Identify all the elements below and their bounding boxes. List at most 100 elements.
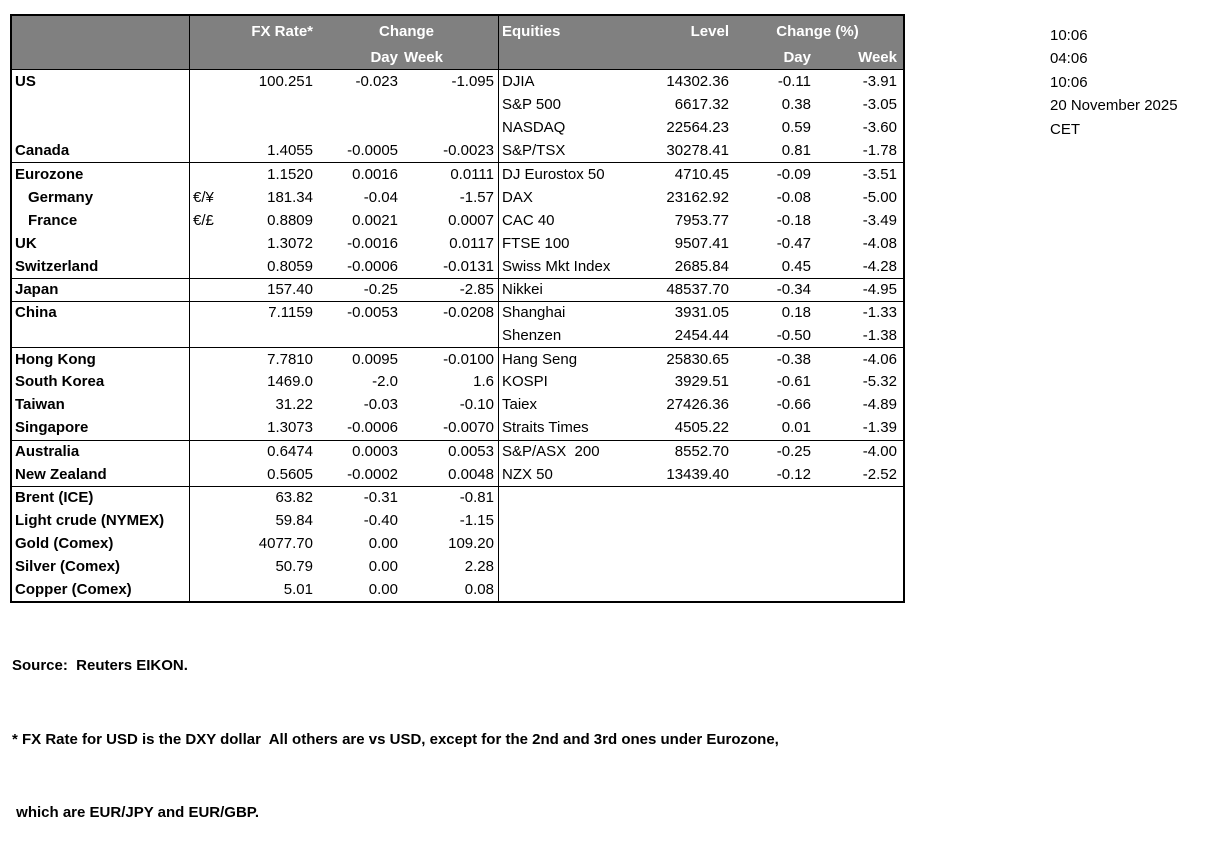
equity-day-change: -0.50 <box>776 327 811 345</box>
equity-week-change: -4.95 <box>817 277 903 301</box>
equity-name <box>499 509 644 532</box>
fx-pair-label <box>190 347 230 370</box>
fx-rate-value <box>230 116 319 139</box>
fx-rate-value: 1.3073 <box>267 419 313 437</box>
commodity-day-change: -0.31 <box>319 485 404 509</box>
equity-name: DAX <box>502 188 533 206</box>
fx-country-label: Taiwan <box>12 393 190 417</box>
equity-level: 27426.36 <box>666 396 729 414</box>
commodity-day-change: -0.40 <box>363 511 398 529</box>
equity-day-change: 0.81 <box>781 142 811 160</box>
equity-week-change: -1.33 <box>817 300 903 324</box>
fx-country-label: Singapore <box>12 416 190 440</box>
commodity-label: Copper (Comex) <box>12 578 190 602</box>
equity-name: DJIA <box>502 73 535 91</box>
equity-day-change: -0.11 <box>777 73 811 91</box>
equity-name: Swiss Mkt Index <box>502 257 611 275</box>
equity-level <box>644 555 732 578</box>
equity-day-change: 0.01 <box>781 419 811 437</box>
fx-rate-value: 181.34 <box>267 188 313 206</box>
fx-country-label <box>12 116 190 140</box>
fx-pair-label <box>190 232 230 255</box>
equity-level: 2685.84 <box>674 257 729 275</box>
fx-pair-label <box>190 463 230 486</box>
equity-level: 9507.41 <box>674 234 729 252</box>
equity-level: 2454.44 <box>674 327 729 345</box>
equity-week-change: -3.91 <box>862 73 897 91</box>
header-spacer <box>644 46 732 70</box>
equity-day-change: -0.18 <box>776 211 811 229</box>
fx-country-label: New Zealand <box>12 462 190 486</box>
equity-week-change: -4.28 <box>862 257 897 275</box>
fx-day-change: -0.0002 <box>347 465 398 483</box>
equity-day-change <box>732 485 817 509</box>
equity-week-change: -3.05 <box>862 96 897 114</box>
fx-day-change: -2.0 <box>372 373 398 391</box>
equity-week-change: -5.00 <box>862 188 897 206</box>
equity-level <box>644 532 732 555</box>
equity-name: FTSE 100 <box>502 234 570 252</box>
fx-rate-value: 0.8059 <box>267 257 313 275</box>
fx-footnote-line1: * FX Rate for USD is the DXY dollar All … <box>12 730 779 748</box>
fx-week-change: 0.0053 <box>404 439 499 463</box>
fx-country-label: Australia <box>12 439 190 463</box>
fx-day-change: -0.0005 <box>347 142 398 160</box>
time-value: 10:06 <box>1050 27 1088 44</box>
fx-country-label: France <box>12 208 190 232</box>
fx-week-change: -1.57 <box>404 185 499 209</box>
fx-rate-value <box>230 324 319 347</box>
commodity-day-change: 0.00 <box>368 558 398 576</box>
time-value: 10:06 <box>1050 73 1088 91</box>
fx-day-change: -0.0016 <box>347 234 398 252</box>
fx-week-change: -2.85 <box>404 277 499 301</box>
equity-week-change: -2.52 <box>862 465 897 483</box>
header-fx-rate: FX Rate* <box>230 16 319 46</box>
equity-name <box>499 485 644 509</box>
header-fx-week: Week <box>404 46 499 70</box>
equity-day-change: -0.34 <box>732 277 817 301</box>
fx-pair-label <box>190 277 230 301</box>
equity-week-change: -3.60 <box>862 119 897 137</box>
equity-level: 3931.05 <box>644 300 732 324</box>
fx-country-label: US <box>12 70 190 94</box>
footer-notes: Source: Reuters EIKON. * FX Rate for USD… <box>12 605 779 850</box>
fx-rate-value: 0.5605 <box>267 465 313 483</box>
commodity-label: Light crude (NYMEX) <box>12 508 190 532</box>
equity-week-change <box>817 532 903 555</box>
equity-level: 4505.22 <box>674 419 729 437</box>
source-note: Source: Reuters EIKON. <box>12 657 188 674</box>
equity-day-change: -0.61 <box>776 373 811 391</box>
equity-name: Taiex <box>502 396 538 414</box>
fx-pair-label <box>190 300 230 324</box>
fx-day-change: 0.0095 <box>319 347 404 370</box>
equity-level: 4710.45 <box>644 162 732 185</box>
equity-level: 30278.41 <box>666 142 729 160</box>
equity-day-change <box>732 578 817 601</box>
header-spacer <box>230 46 319 70</box>
equity-week-change: -1.39 <box>862 419 897 437</box>
fx-day-change: 0.0016 <box>319 162 404 185</box>
commodity-week-change: 0.08 <box>404 578 499 602</box>
fx-day-change: 0.0021 <box>352 211 398 229</box>
fx-pair-label <box>190 393 230 416</box>
header-spacer <box>12 46 190 70</box>
equity-week-change: -4.08 <box>862 234 897 252</box>
header-equities: Equities <box>499 16 644 46</box>
fx-pair-label <box>190 116 230 139</box>
fx-pair-label <box>190 509 230 532</box>
commodity-label: Gold (Comex) <box>12 531 190 555</box>
commodity-week-change: 109.20 <box>404 531 499 555</box>
equity-name: Straits Times <box>502 419 589 437</box>
timezone-label: CET <box>1050 120 1080 138</box>
commodity-price: 59.84 <box>275 511 313 529</box>
commodity-price: 4077.70 <box>258 534 313 552</box>
header-spacer <box>190 46 230 70</box>
timestamp-block: 10:06 04:06 10:06 20 November 2025 CET <box>1050 24 1178 141</box>
equity-name: KOSPI <box>502 373 548 391</box>
fx-day-change: -0.0006 <box>347 419 398 437</box>
equity-week-change: -4.06 <box>817 347 903 370</box>
fx-day-change: 0.0003 <box>319 439 404 463</box>
fx-week-change: 0.0048 <box>404 462 499 486</box>
equity-week-change: -3.51 <box>817 162 903 185</box>
equity-day-change <box>732 532 817 555</box>
